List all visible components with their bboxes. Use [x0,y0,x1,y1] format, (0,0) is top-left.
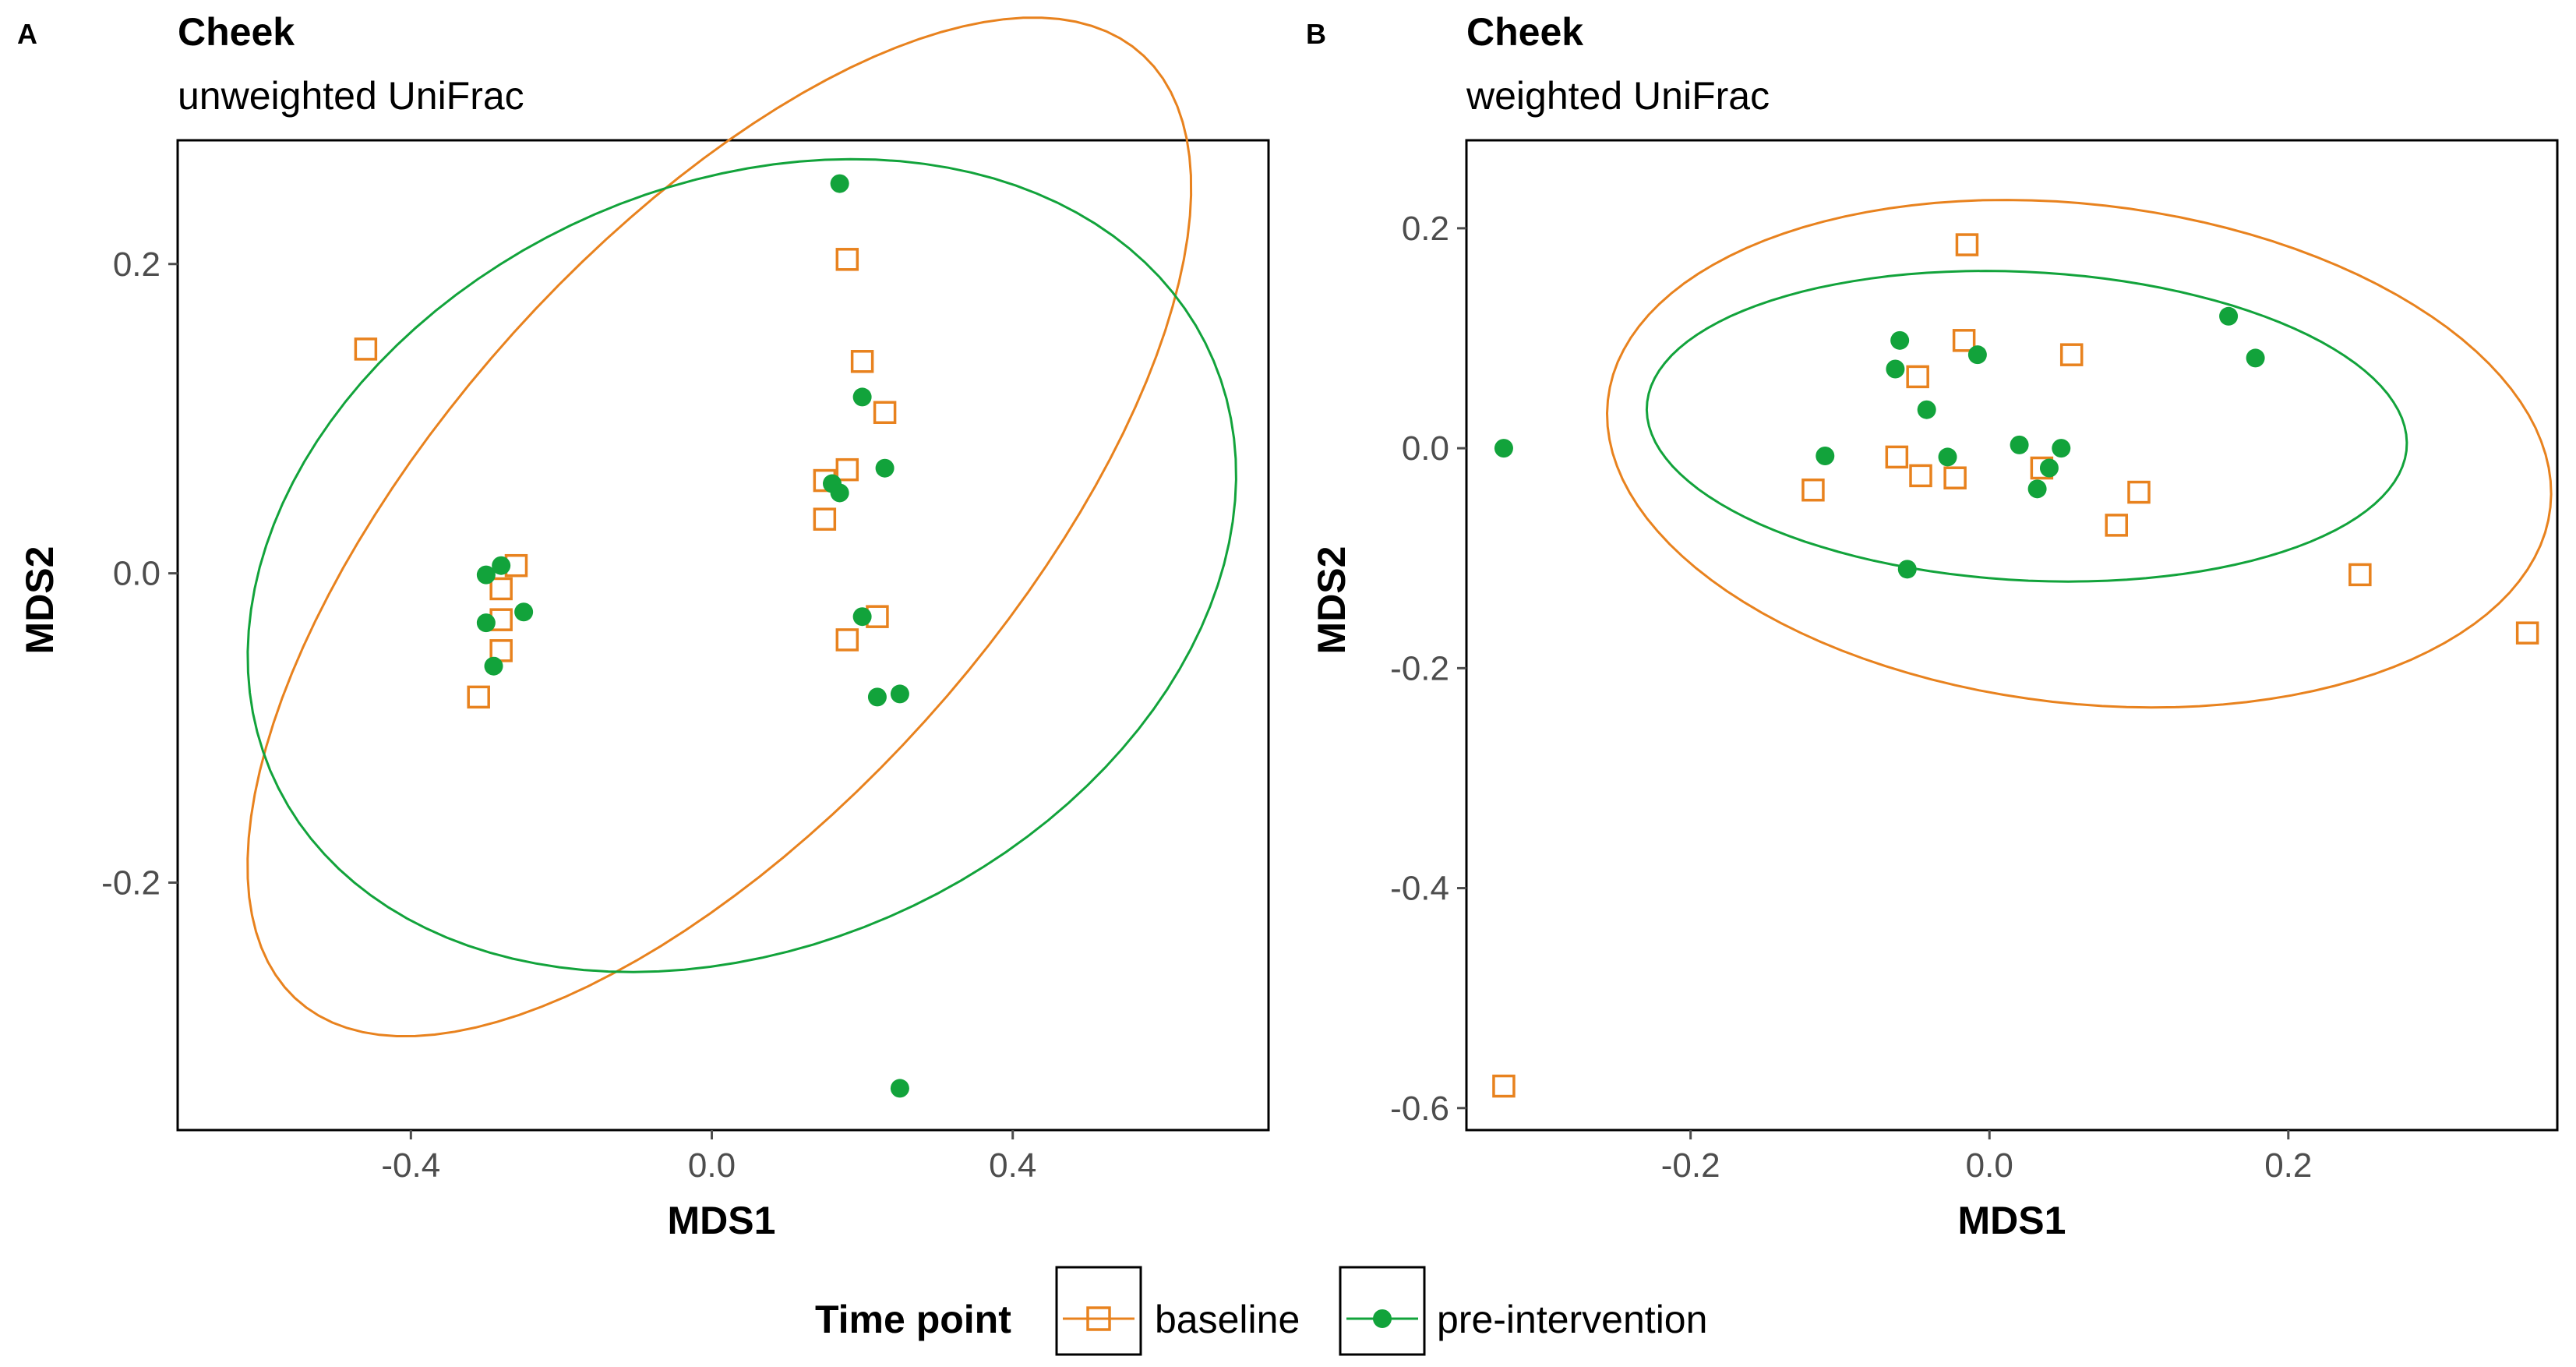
data-point-baseline [850,350,874,373]
y-axis-label: MDS2 [18,546,62,655]
y-tick-label: 0.2 [113,245,161,284]
chart-title: Cheek [178,10,295,54]
x-axis-label: MDS1 [1958,1199,2066,1242]
data-point-pre-intervention [890,1079,909,1098]
chart-subtitle: unweighted UniFrac [178,74,524,118]
data-point-baseline [1909,464,1932,488]
data-point-pre-intervention [514,602,534,622]
x-axis-label: MDS1 [668,1199,776,1242]
chart-title: Cheek [1466,10,1583,54]
data-point-pre-intervention [1967,345,1987,365]
data-point-pre-intervention [2052,439,2071,458]
plot-area: -0.4 0.0 0.4 -0.2 0.0 0.2 [101,16,1270,1185]
data-point-baseline [1906,365,1929,389]
confidence-ellipse-baseline [246,16,1193,1038]
panel-border [1465,139,2559,1132]
legend-key-baseline-marker [1086,1306,1111,1331]
data-point-pre-intervention [1917,400,1936,419]
panel-border [176,139,1270,1132]
data-point-baseline [835,628,859,652]
legend-title: Time point [815,1298,1011,1341]
data-point-pre-intervention [484,656,503,676]
data-point-pre-intervention [890,684,909,704]
data-point-pre-intervention [476,565,496,585]
panel-label: B [1306,18,1326,50]
y-tick-label: 0.2 [1402,210,1449,248]
data-point-baseline [2515,621,2539,645]
y-tick-label: -0.6 [1390,1090,1449,1128]
legend-label-baseline: baseline [1155,1298,1300,1341]
x-tick-label: -0.2 [1661,1146,1720,1185]
data-point-pre-intervention [476,613,496,633]
data-point-pre-intervention [2246,348,2265,368]
data-point-baseline [2059,343,2084,366]
data-point-baseline [1943,466,1967,489]
data-point-pre-intervention [1494,439,1513,458]
confidence-ellipse-pre-intervention [1645,270,2408,583]
data-point-pre-intervention [867,687,887,707]
data-point-baseline [813,507,837,531]
confidence-ellipse-baseline [1605,199,2553,709]
data-point-pre-intervention [2039,458,2059,478]
data-point-baseline [1955,233,1979,256]
data-point-baseline [1952,329,1976,352]
y-tick-label: -0.2 [1390,649,1449,687]
data-point-pre-intervention [2219,306,2239,326]
data-point-pre-intervention [1890,330,1910,350]
y-tick-label: -0.4 [1390,870,1449,908]
data-point-baseline [835,457,859,482]
plot-area: -0.2 0.0 0.2 -0.6 -0.4 -0.2 0.0 0.2 [1390,139,2559,1185]
panel-label: A [17,18,37,50]
y-tick-label: -0.2 [101,864,161,903]
data-point-baseline [1801,478,1825,502]
panel-a: A Cheek unweighted UniFrac -0.4 0.0 0.4-0.… [17,10,1270,1242]
data-point-pre-intervention [830,174,849,193]
data-point-baseline [835,248,859,271]
x-tick-label: 0.4 [989,1146,1036,1185]
data-point-baseline [1885,445,1909,469]
x-tick-label: 0.2 [2264,1146,2312,1185]
data-point-baseline [489,577,513,601]
data-point-pre-intervention [1938,447,1957,467]
data-point-baseline [873,401,897,424]
legend-key-pre-intervention [1339,1266,1426,1356]
data-point-pre-intervention [2027,479,2047,499]
data-point-pre-intervention [1816,446,1835,465]
data-point-pre-intervention [2010,435,2029,454]
legend-key-baseline [1055,1266,1142,1356]
y-tick-label: 0.0 [1402,429,1449,468]
legend-key-pre-intervention-marker [1373,1309,1392,1328]
data-point-baseline [1492,1074,1516,1098]
data-point-pre-intervention [875,458,895,478]
data-point-baseline [2348,563,2372,587]
data-point-pre-intervention [830,483,849,503]
panel-b: B Cheek weighted UniFrac -0.2 0.0 0.2-0.6-… [1306,10,2559,1242]
y-axis-label: MDS2 [1310,546,1353,655]
data-point-baseline [467,685,490,709]
data-point-pre-intervention [852,387,872,407]
data-point-pre-intervention [492,556,511,575]
legend: Time point baseline pre-intervention [815,1266,1707,1356]
data-point-baseline [2105,514,2128,537]
data-point-pre-intervention [1886,359,1905,379]
legend-label-pre-intervention: pre-intervention [1437,1298,1707,1341]
confidence-ellipse-pre-intervention [246,157,1237,973]
y-tick-label: 0.0 [113,555,161,593]
data-point-baseline [354,337,378,361]
x-tick-label: 0.0 [688,1146,736,1185]
chart-subtitle: weighted UniFrac [1466,74,1770,118]
data-point-pre-intervention [1897,560,1917,579]
data-point-pre-intervention [852,607,872,627]
x-tick-label: -0.4 [381,1146,440,1185]
data-point-baseline [2127,480,2151,504]
x-tick-label: 0.0 [1966,1146,2013,1185]
